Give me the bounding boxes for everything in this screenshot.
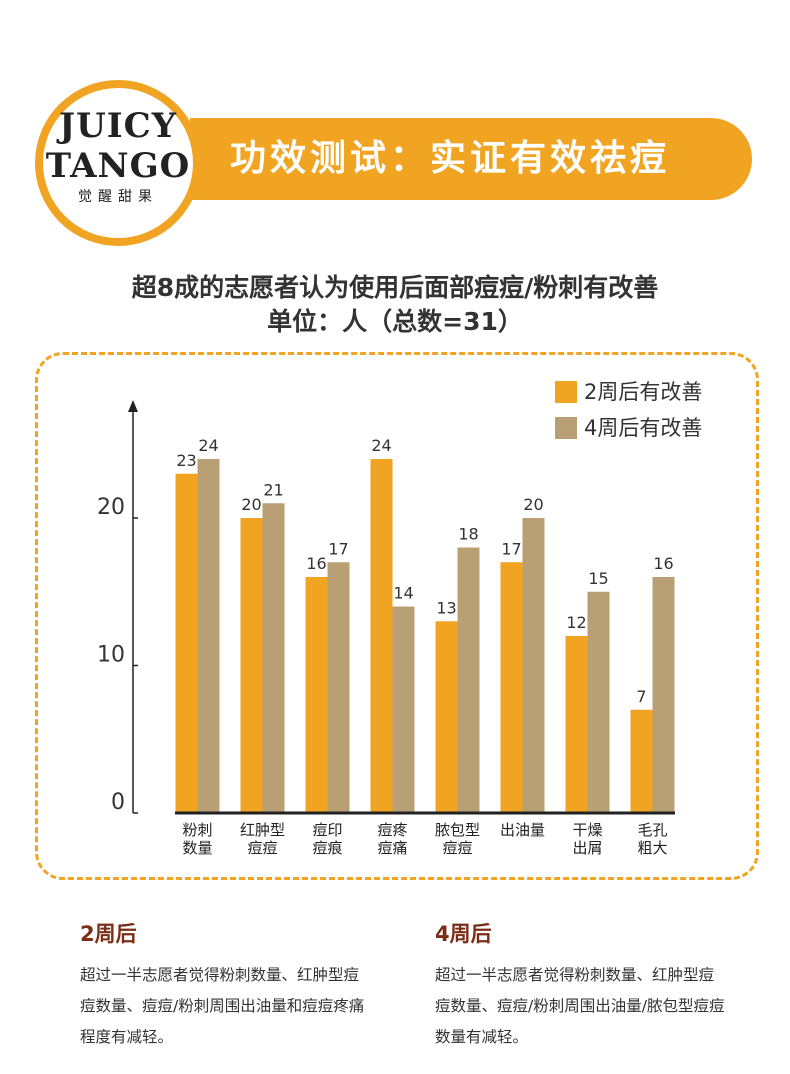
x-tick-label: 出油量 [499,821,545,839]
data-label: 16 [306,554,326,573]
bar [522,518,545,813]
bar [262,503,285,813]
note-heading: 2周后 [80,922,137,946]
bar [630,709,653,813]
data-label: 17 [328,539,348,558]
data-label: 14 [393,584,413,603]
x-tick-label: 干燥 出屑 [572,821,603,857]
note: 4周后 超过一半志愿者觉得粉刺数量、红肿型痘痘数量、痘痘/粉刺周围出油量/脓包型… [435,918,725,1053]
legend-label: 4周后有改善 [584,416,702,440]
x-tick-label: 粉刺 数量 [182,821,213,857]
bar [435,621,458,813]
chart-subtitle: 单位：人（总数=31） [267,307,523,336]
note-heading: 4周后 [435,922,492,946]
bar [652,577,675,813]
x-tick-label: 痘印 痘痕 [312,821,343,857]
y-tick-label: 0 [111,790,125,815]
header-title: 功效测试：实证有效祛痘 [230,138,671,179]
data-label: 15 [588,569,608,588]
bar [565,636,588,813]
bar [240,518,263,813]
data-label: 16 [653,554,673,573]
logo: JUICY TANGO 觉醒甜果 [35,80,201,246]
data-label: 18 [458,525,478,544]
data-label: 17 [501,539,521,558]
x-tick-label: 脓包型 痘痘 [434,821,480,857]
x-tick-label: 毛孔 粗大 [637,821,668,857]
x-tick-label: 红肿型 痘痘 [239,821,285,857]
data-label: 12 [566,613,586,632]
legend-swatch [555,381,577,403]
x-tick-label: 痘疼 痘痛 [377,821,408,857]
note: 2周后 超过一半志愿者觉得粉刺数量、红肿型痘痘数量、痘痘/粉刺周围出油量和痘痘疼… [80,918,370,1053]
bar [392,606,415,813]
bar [305,577,328,813]
note-text: 超过一半志愿者觉得粉刺数量、红肿型痘痘数量、痘痘/粉刺周围出油量/脓包型痘痘数量… [435,966,725,1046]
bar [327,562,350,813]
logo-text: JUICY [59,106,177,146]
data-label: 21 [263,480,283,499]
note-text: 超过一半志愿者觉得粉刺数量、红肿型痘痘数量、痘痘/粉刺周围出油量和痘痘疼痛程度有… [80,966,365,1046]
chart-frame [35,352,759,880]
data-label: 7 [636,687,646,706]
data-label: 24 [371,436,391,455]
bar [197,459,220,813]
header-bar [190,118,752,200]
y-tick-label: 20 [97,495,125,520]
bar [457,547,480,813]
data-label: 23 [176,451,196,470]
data-label: 13 [436,598,456,617]
logo-tagline: 觉醒甜果 [78,189,158,205]
bar [587,591,610,813]
chart-title: 超8成的志愿者认为使用后面部痘痘/粉刺有改善 [131,273,659,302]
bar [175,473,198,813]
bar [370,459,393,813]
logo-text: TANGO [45,146,191,186]
y-tick-label: 10 [97,643,125,668]
data-label: 20 [241,495,261,514]
legend-swatch [555,417,577,439]
data-label: 20 [523,495,543,514]
axis-arrow [128,400,138,412]
legend-label: 2周后有改善 [584,380,702,404]
bar [500,562,523,813]
data-label: 24 [198,436,218,455]
